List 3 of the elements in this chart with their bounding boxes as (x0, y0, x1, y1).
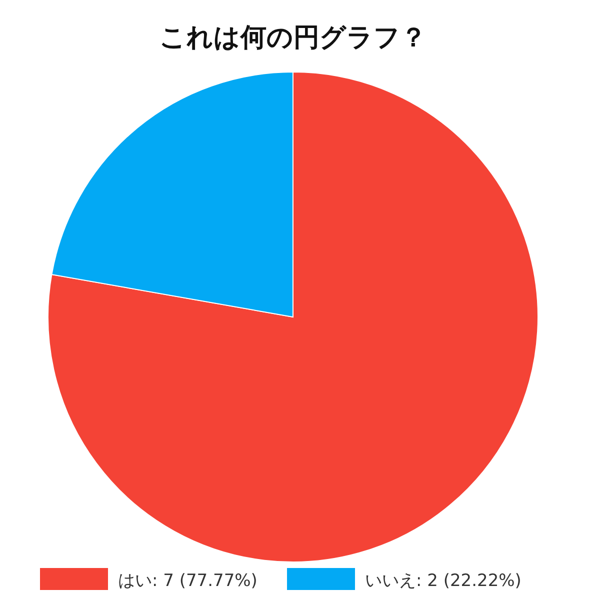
legend-label: いいえ: 2 (22.22%) (365, 571, 522, 591)
legend-label: はい: 7 (77.77%) (118, 571, 258, 591)
chart-title: これは何の円グラフ？ (160, 23, 426, 53)
